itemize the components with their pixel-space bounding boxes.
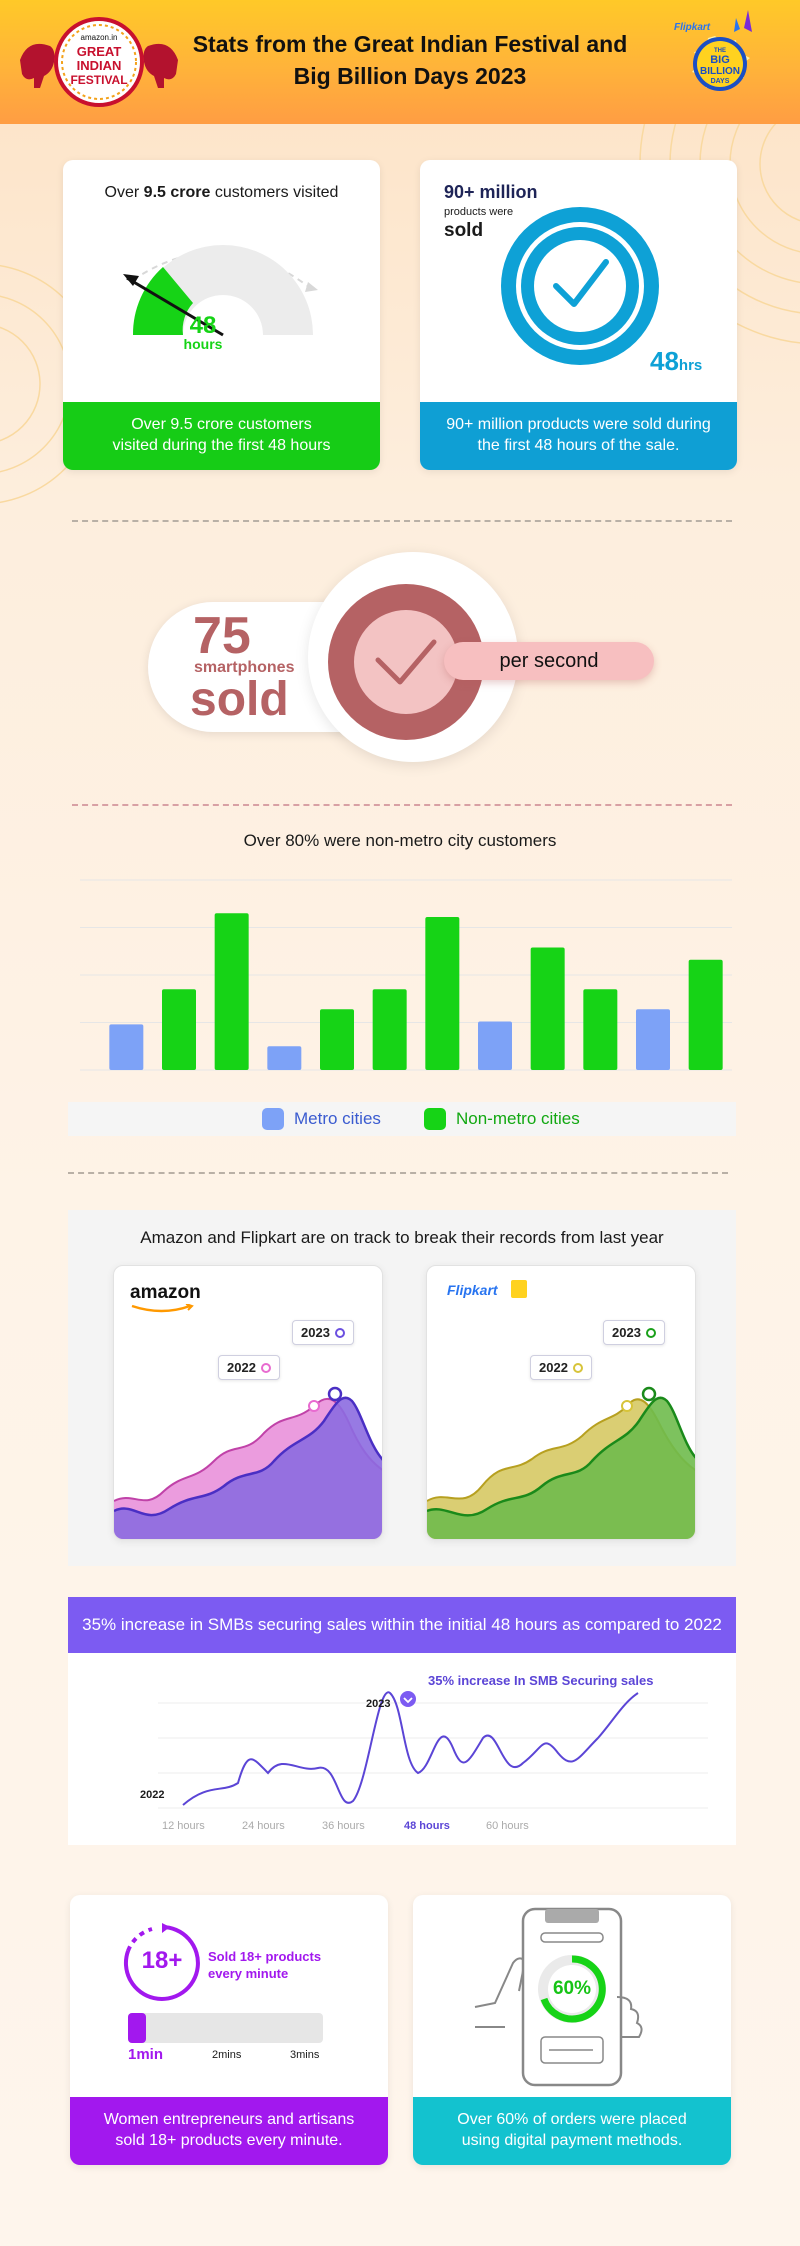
products-caption: 90+ million products were sold during th… <box>420 402 737 470</box>
visitors-caption: Over 9.5 crore customers visited during … <box>63 402 380 470</box>
svg-text:THE: THE <box>714 48 726 54</box>
flipkart-tag-2022: 2022 <box>530 1355 592 1380</box>
time-gauge <box>123 245 318 337</box>
chart-bar <box>583 989 618 1070</box>
legend-swatch-nonmetro <box>424 1108 446 1130</box>
products-sold-label: sold <box>444 220 484 241</box>
chart-bar <box>320 1009 354 1070</box>
amazon-in-wordmark: amazon.in <box>81 33 118 42</box>
smb-annotation: 35% increase In SMB Securing sales <box>428 1673 654 1688</box>
chart-bar <box>162 989 196 1070</box>
smb-line-chart <box>158 1691 708 1809</box>
women-progress-fill <box>128 2013 146 2043</box>
smb-x-tick-5: 60 hours <box>486 1820 529 1832</box>
amazon-logo: amazon <box>130 1282 201 1303</box>
visitors-heading: Over 9.5 crore customers visited <box>104 184 339 201</box>
smb-banner: 35% increase in SMBs securing sales with… <box>68 1597 736 1653</box>
women-scale-2: 2mins <box>212 2049 242 2061</box>
legend-label-nonmetro: Non-metro cities <box>456 1109 580 1128</box>
per-second-pill: per second <box>444 642 654 680</box>
rocket-icon <box>744 10 752 32</box>
page-title: Stats from the Great Indian Festival and… <box>192 31 628 90</box>
peak-marker-icon <box>400 1691 416 1707</box>
chart-bar <box>267 1046 302 1070</box>
amazon-tag-2023: 2023 <box>292 1320 354 1345</box>
section-divider <box>72 804 732 806</box>
svg-text:Flipkart: Flipkart <box>674 22 711 33</box>
customer-bar-chart <box>80 879 732 1071</box>
women-scale-1: 1min <box>128 2046 164 2063</box>
digital-payments-card: 60% Over 60% of orders were placed using… <box>413 1895 731 2165</box>
women-badge-text: 18+ <box>141 1947 183 1974</box>
smb-x-tick-3: 36 hours <box>322 1820 365 1832</box>
svg-text:BIG: BIG <box>710 54 730 66</box>
legend-label-metro: Metro cities <box>294 1109 381 1128</box>
smartphones-number: 75 <box>193 607 251 665</box>
smb-x-tick-2: 24 hours <box>242 1820 285 1832</box>
gauge-unit: hours <box>183 336 223 352</box>
smartphones-label: smartphones <box>194 659 295 676</box>
smb-chart-panel <box>68 1653 736 1845</box>
smb-label-2022: 2022 <box>140 1789 165 1801</box>
amazon-area-chart <box>114 1386 382 1539</box>
chart-bar <box>688 959 723 1070</box>
amazon-smile-icon <box>131 1304 194 1313</box>
svg-text:INDIAN: INDIAN <box>77 58 122 73</box>
chart-bar <box>372 989 407 1070</box>
products-big-number: 90+ million <box>444 182 538 202</box>
women-scale-3: 3mins <box>290 2049 320 2061</box>
women-caption: Women entrepreneurs and artisans sold 18… <box>70 2097 388 2165</box>
section-divider <box>72 520 732 522</box>
products-card: 90+ million products were sold 48hrs 90+… <box>420 160 737 470</box>
checkmark-badge-icon <box>501 207 659 365</box>
gauge-needle-icon <box>123 274 139 286</box>
flipkart-area-chart <box>427 1386 695 1539</box>
chart-bar <box>109 1024 144 1070</box>
flipkart-logo: Flipkart <box>447 1282 498 1298</box>
great-indian-festival-logo: amazon.in GREAT INDIAN FESTIVAL <box>14 12 184 112</box>
section-divider <box>68 1172 728 1174</box>
flipkart-trend-card: Flipkart <box>426 1265 696 1540</box>
chart-bar <box>530 947 565 1070</box>
women-headline: Sold 18+ products every minute <box>208 1949 322 1981</box>
svg-text:BILLION: BILLION <box>700 66 740 77</box>
smb-label-2023: 2023 <box>366 1698 391 1710</box>
header-banner: amazon.in GREAT INDIAN FESTIVAL Stats fr… <box>0 0 800 124</box>
bar-chart-legend: Metro cities Non-metro cities <box>68 1102 736 1136</box>
gauge-value: 48 <box>189 312 217 339</box>
amazon-trend-card: amazon <box>113 1265 383 1540</box>
women-progress-track <box>128 2013 323 2043</box>
chart-bar <box>478 1021 512 1070</box>
digital-caption: Over 60% of orders were placed using dig… <box>413 2097 731 2165</box>
chart-bar <box>636 1009 670 1070</box>
big-billion-days-logo: Flipkart THE BIG BILLION DAYS <box>640 8 790 112</box>
smb-x-tick-1: 12 hours <box>162 1820 205 1832</box>
flipkart-bag-icon <box>511 1280 527 1298</box>
phone-payment-illustration <box>474 1907 643 2087</box>
smartphones-sold: sold <box>190 673 289 726</box>
amazon-tag-2022: 2022 <box>218 1355 280 1380</box>
svg-text:GREAT: GREAT <box>77 44 122 59</box>
records-title: Amazon and Flipkart are on track to brea… <box>140 1228 664 1247</box>
timer-badge-icon <box>124 1923 200 2001</box>
svg-text:DAYS: DAYS <box>711 78 730 85</box>
visitors-card: Over 9.5 crore customers visited 48 hour… <box>63 160 380 470</box>
products-small-label: products were <box>444 206 514 218</box>
products-hours: 48hrs <box>650 346 703 376</box>
women-entrepreneurs-card: 18+ Sold 18+ products every minute 1min … <box>70 1895 388 2165</box>
bar-chart-title: Over 80% were non-metro city customers <box>243 831 557 850</box>
check-circle-icon <box>328 584 484 740</box>
digital-percent: 60% <box>552 1978 592 1999</box>
svg-text:FESTIVAL: FESTIVAL <box>70 73 127 87</box>
flipkart-tag-2023: 2023 <box>603 1320 665 1345</box>
chart-bar <box>214 913 249 1070</box>
chart-bar <box>425 917 460 1070</box>
legend-swatch-metro <box>262 1108 284 1130</box>
smb-x-tick-4: 48 hours <box>404 1820 450 1832</box>
